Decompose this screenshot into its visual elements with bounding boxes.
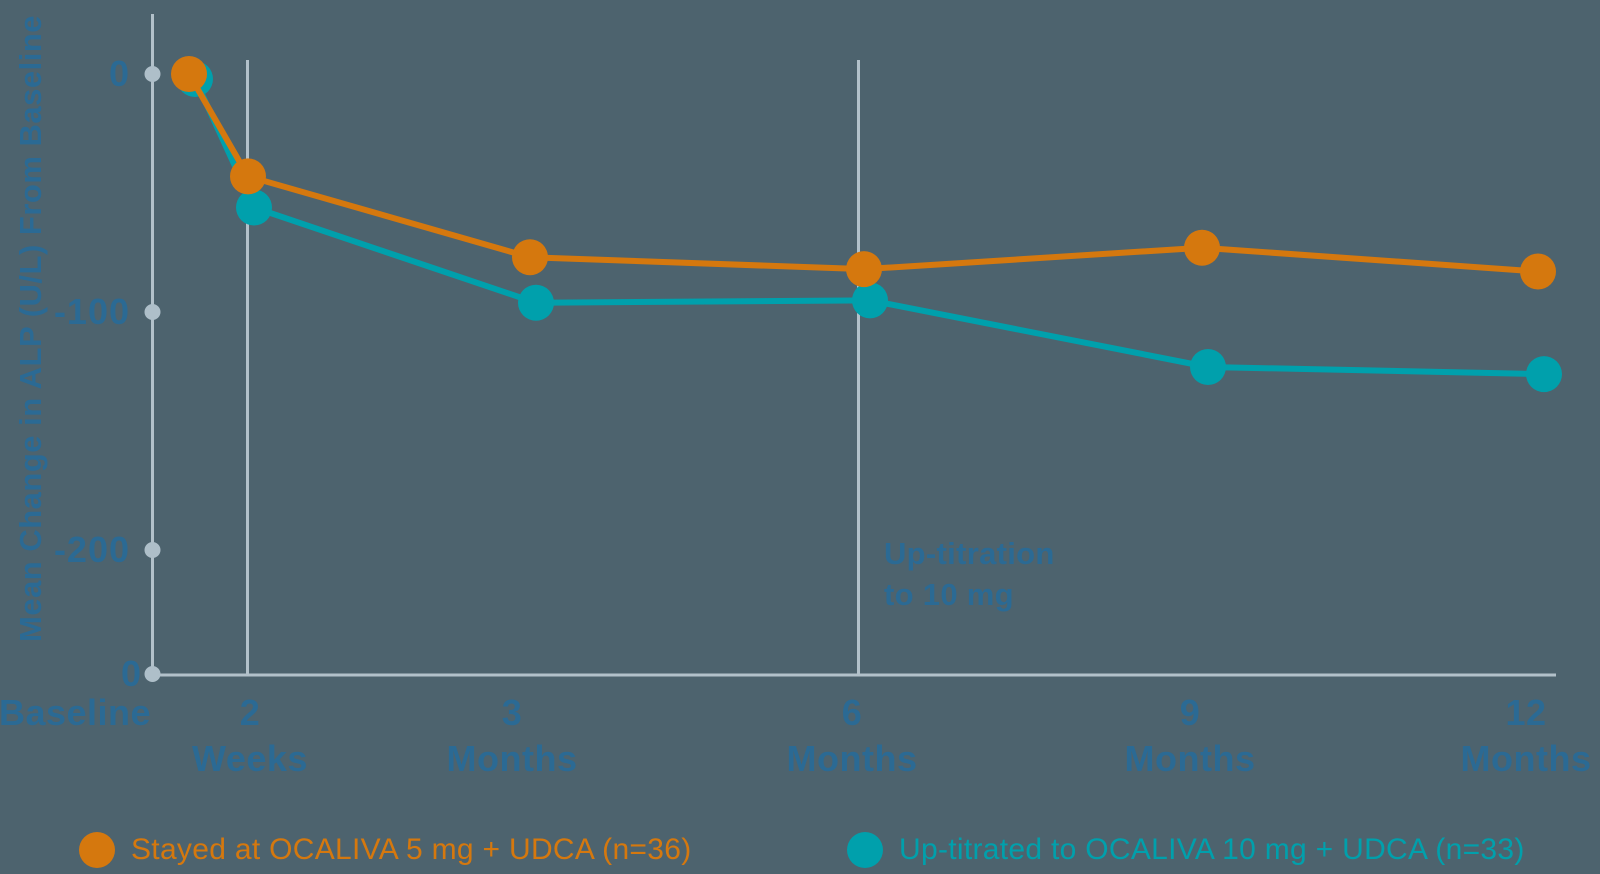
- y-tick-dot-0: [144, 66, 161, 82]
- data-point-uptitrated-2: [518, 284, 554, 321]
- x-tick-label-12-months: 12 Months: [1461, 690, 1592, 782]
- data-point-uptitrated-1: [236, 189, 272, 226]
- data-point-stayed-0: [171, 56, 207, 92]
- legend-dot-teal: [847, 832, 883, 868]
- legend-dot-orange: [79, 832, 115, 868]
- x-tick-line2: Months: [786, 738, 918, 779]
- data-point-stayed-3: [846, 251, 882, 288]
- legend-label-uptitrated-10mg: Up-titrated to OCALIVA 10 mg + UDCA (n=3…: [899, 833, 1525, 866]
- series-line-stayed: [186, 72, 1539, 275]
- up-titration-annotation: Up-titration to 10 mg: [884, 533, 1055, 615]
- data-point-stayed-1: [230, 158, 266, 195]
- y-axis-title: Mean Change in ALP (U/L) From Baseline: [13, 14, 48, 642]
- y-tick-dot-2: [144, 542, 161, 558]
- annotation-line1: Up-titration: [884, 536, 1055, 571]
- y-axis-origin-label: 0: [120, 653, 142, 694]
- x-tick-line2: Weeks: [192, 738, 308, 779]
- legend-label-stayed-5mg: Stayed at OCALIVA 5 mg + UDCA (n=36): [131, 833, 692, 866]
- annotation-line2: to 10 mg: [884, 577, 1014, 612]
- x-tick-line2: Months: [446, 738, 578, 779]
- data-point-stayed-4: [1184, 229, 1220, 266]
- data-point-stayed-5: [1520, 253, 1556, 290]
- y-tick-label-100: -100: [53, 291, 130, 332]
- data-point-uptitrated-3: [852, 282, 888, 319]
- x-tick-line1: Baseline: [0, 692, 152, 733]
- y-tick-label-200: -200: [53, 529, 130, 570]
- x-tick-label-2-weeks: 2 Weeks: [192, 690, 308, 782]
- legend-item-stayed-5mg: Stayed at OCALIVA 5 mg + UDCA (n=36): [79, 826, 692, 874]
- x-tick-label-6-months: 6 Months: [787, 690, 918, 782]
- data-point-uptitrated-4: [1190, 348, 1226, 385]
- x-tick-label-9-months: 9 Months: [1125, 690, 1256, 782]
- data-point-uptitrated-5: [1526, 356, 1562, 393]
- x-tick-line1: 3: [501, 692, 523, 733]
- x-tick-line1: 6: [841, 692, 863, 733]
- series-line-uptitrated: [192, 77, 1545, 378]
- y-tick-dot-3: [144, 666, 161, 682]
- x-tick-line1: 12: [1505, 692, 1547, 733]
- legend-item-uptitrated-10mg: Up-titrated to OCALIVA 10 mg + UDCA (n=3…: [847, 826, 1525, 874]
- x-tick-line1: 9: [1179, 692, 1201, 733]
- x-tick-line1: 2: [239, 692, 261, 733]
- x-tick-label-3-months: 3 Months: [447, 690, 578, 782]
- x-tick-line2: Months: [1124, 738, 1256, 779]
- y-tick-dot-1: [144, 304, 161, 320]
- y-tick-label-0: 0: [108, 53, 130, 94]
- x-tick-label-baseline: Baseline: [0, 690, 151, 736]
- x-tick-line2: Months: [1460, 738, 1592, 779]
- data-point-stayed-2: [512, 239, 548, 276]
